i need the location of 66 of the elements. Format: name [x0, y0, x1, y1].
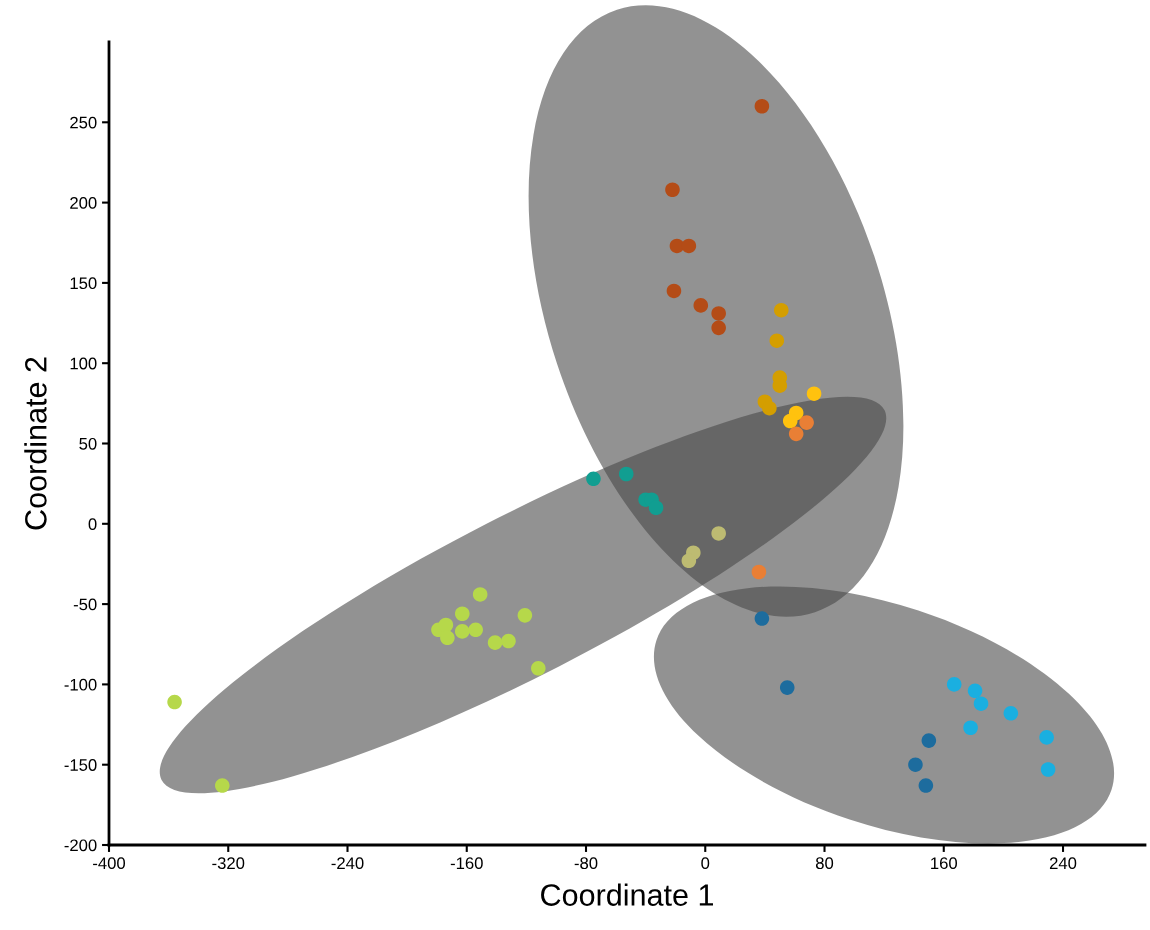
x-tick-label: -160 [450, 857, 483, 870]
x-tick-label: -240 [331, 857, 364, 870]
point [908, 757, 923, 772]
y-tick-label: 150 [70, 277, 97, 290]
point [1003, 706, 1019, 721]
point [918, 778, 934, 793]
point [799, 415, 814, 430]
point [531, 661, 546, 676]
point [806, 386, 822, 401]
point [487, 635, 503, 650]
point [762, 400, 777, 416]
x-tick-label: 160 [931, 857, 958, 870]
point [666, 283, 682, 299]
y-tick-label: 250 [70, 116, 97, 129]
x-tick-label: -400 [93, 857, 126, 870]
point [1039, 730, 1054, 745]
point [455, 624, 470, 639]
point [455, 606, 470, 622]
x-tick-label: -320 [212, 857, 245, 870]
point [517, 608, 533, 623]
point [946, 677, 962, 692]
point [440, 630, 455, 646]
point [921, 733, 937, 748]
point [711, 320, 726, 336]
point [586, 471, 601, 487]
x-tick-label: -80 [574, 857, 598, 870]
y-tick-label: 200 [70, 197, 97, 209]
point [681, 553, 697, 569]
y-tick-label: 0 [88, 518, 97, 530]
point [468, 622, 483, 638]
point [472, 587, 488, 602]
point [665, 182, 680, 198]
point [967, 683, 983, 699]
point [751, 564, 767, 580]
point [754, 98, 770, 114]
x-axis-title: Coordinate 1 [541, 883, 713, 906]
point [769, 333, 785, 348]
y-tick-label: -200 [64, 839, 97, 852]
point [669, 238, 685, 254]
y-tick-label: 50 [79, 437, 97, 450]
y-tick-label: -50 [73, 598, 97, 611]
point [681, 238, 697, 254]
x-tick-label: 240 [1049, 857, 1077, 870]
y-axis-title: Coordinate 2 [24, 357, 47, 530]
x-tick-label: 0 [701, 857, 710, 870]
point [711, 306, 726, 321]
point [1040, 762, 1056, 777]
point [973, 696, 989, 711]
y-tick-label: 100 [70, 357, 97, 370]
y-tick-label: -150 [64, 759, 97, 771]
point [438, 617, 454, 633]
point [693, 298, 709, 313]
point [501, 633, 516, 649]
y-tick-label: -100 [64, 678, 97, 691]
point [215, 778, 230, 793]
point [779, 680, 795, 695]
point [648, 500, 664, 516]
point [711, 526, 726, 541]
point [963, 720, 978, 736]
point [167, 694, 182, 710]
x-tick-label: 80 [815, 857, 834, 870]
point [782, 413, 798, 429]
point [788, 426, 804, 442]
point [754, 611, 770, 626]
point [774, 302, 789, 318]
point [618, 466, 634, 482]
